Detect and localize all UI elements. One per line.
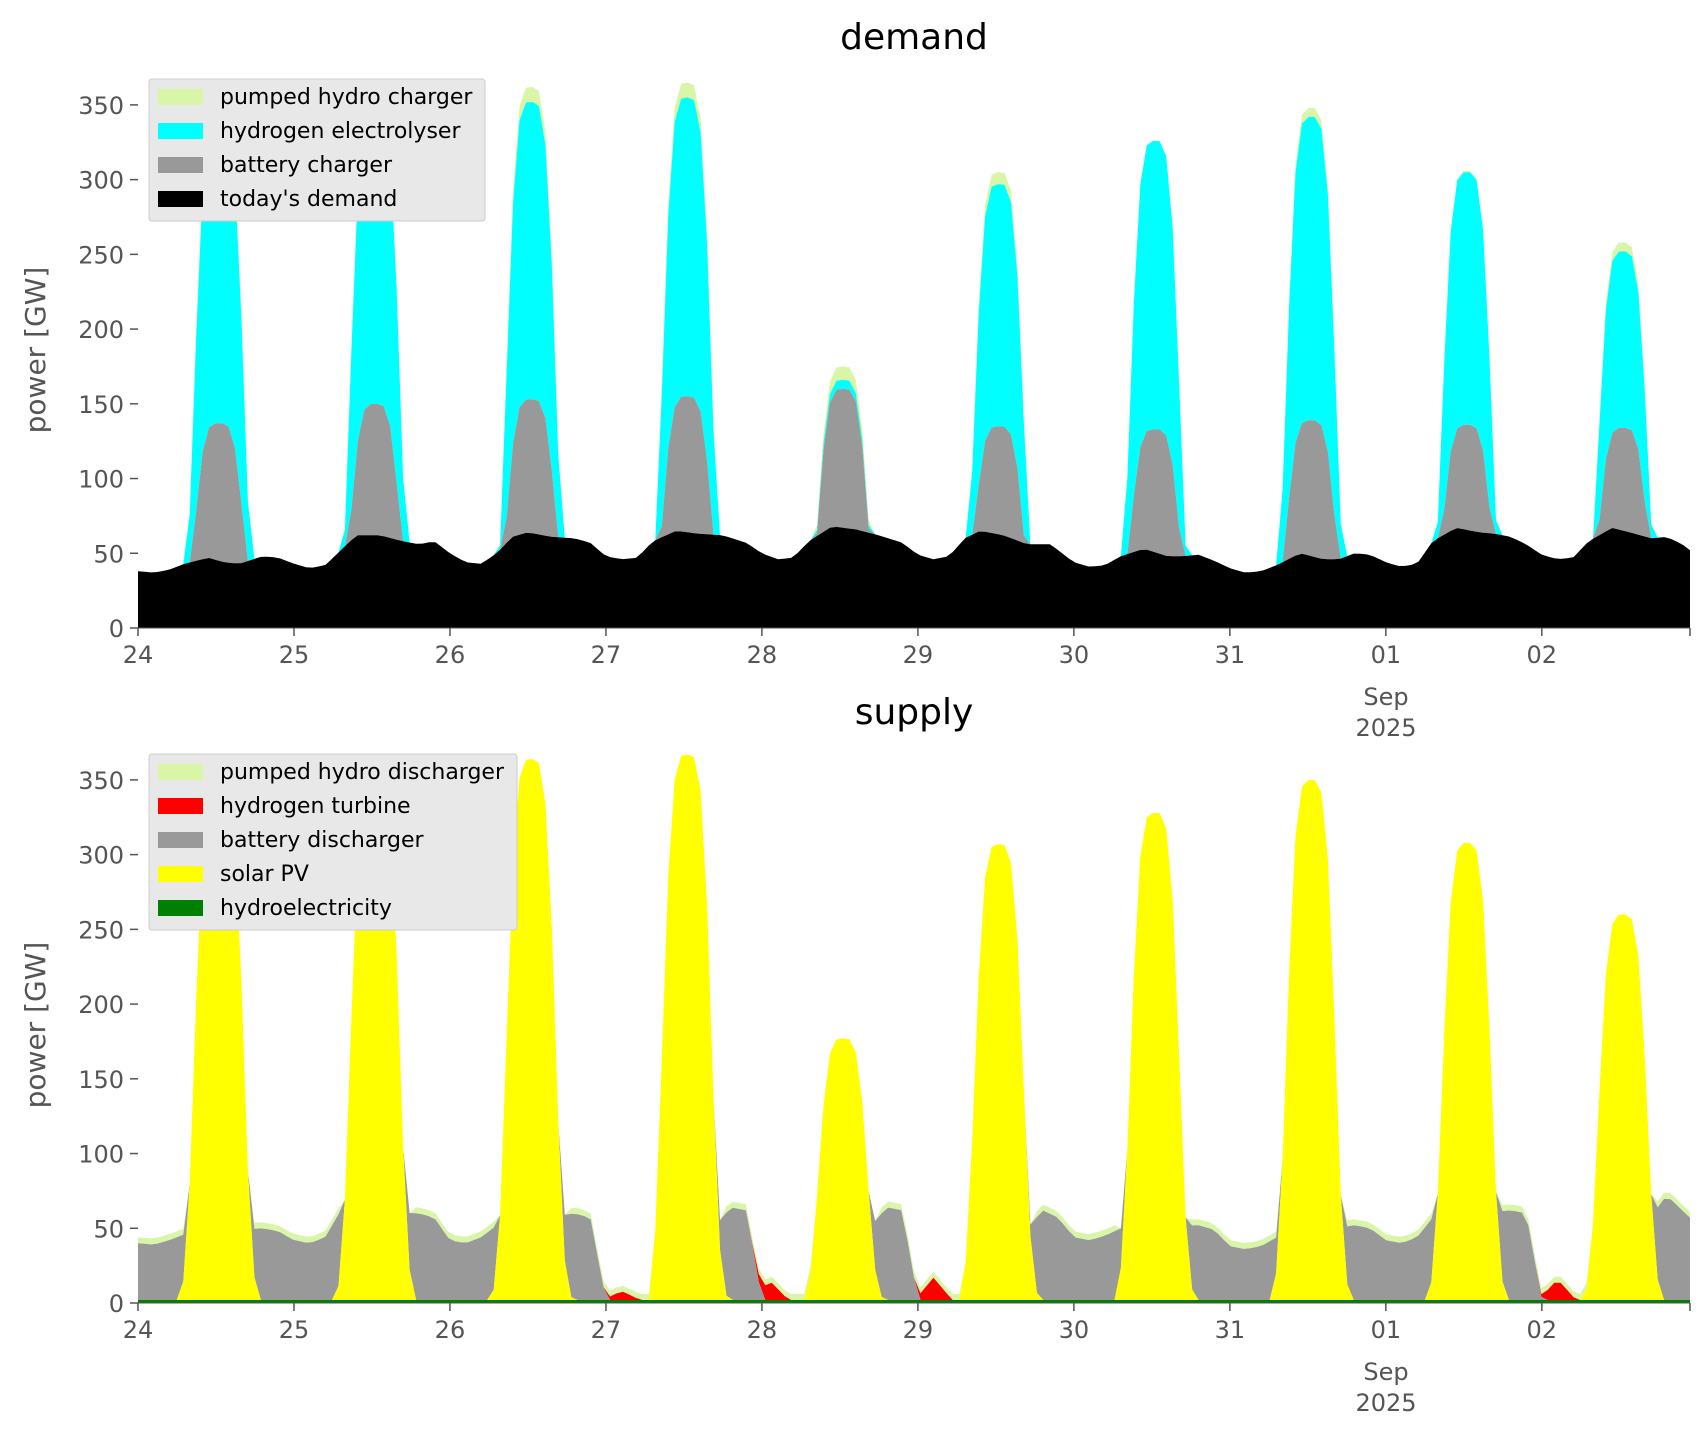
supply-y-tick-label: 350 [78,767,124,795]
supply-y-tick-label: 250 [78,916,124,944]
demand-areas [138,82,1690,628]
demand-y-tick-label: 0 [109,615,124,643]
legend-swatch-hydrogen-electrolyser [158,123,203,139]
battery-discharger-area [138,754,1690,1300]
supply-legend-box [148,753,518,931]
supply-x-tick-label: 29 [903,1316,934,1344]
demand-title: demand [840,17,988,58]
demand-x-sub-label-year: 2025 [1355,714,1416,742]
legend-label-solar-pv: solar PV [220,862,309,887]
demand-x-tick-label: 29 [903,641,934,669]
legend-label-hydrogen-electrolyser: hydrogen electrolyser [220,119,461,144]
demand-y-tick-label: 300 [78,167,124,195]
demand-x-sub-label-month: Sep [1363,683,1408,711]
supply-y-axis: 0 50 100 150 200 250 300 350 [78,767,138,1318]
solar-pv-area [138,754,1690,1300]
todays-demand-area [138,526,1690,628]
demand-x-tick-label: 02 [1527,641,1558,669]
legend-swatch-hydrogen-turbine [158,798,203,814]
demand-x-tick-label: 31 [1215,641,1246,669]
battery-charger-area [138,388,1690,573]
supply-y-tick-label: 150 [78,1066,124,1094]
legend-label-todays-demand: today's demand [220,187,397,212]
supply-areas [138,754,1690,1303]
demand-y-tick-label: 150 [78,391,124,419]
supply-y-axis-label: power [GW] [19,942,52,1109]
supply-y-tick-label: 200 [78,991,124,1019]
demand-x-tick-label: 24 [123,641,154,669]
supply-y-tick-label: 300 [78,842,124,870]
legend-swatch-battery-charger [158,157,203,173]
supply-y-tick-label: 100 [78,1141,124,1169]
demand-y-axis: 0 50 100 150 200 250 300 350 [78,92,138,643]
legend-swatch-battery-discharger [158,832,203,848]
demand-y-tick-label: 250 [78,241,124,269]
supply-y-tick-label: 0 [109,1290,124,1318]
supply-x-tick-label: 24 [123,1316,154,1344]
hydroelectricity-area [138,1300,1690,1303]
demand-x-tick-label: 26 [435,641,466,669]
legend-swatch-todays-demand [158,191,203,207]
demand-x-tick-label: 01 [1371,641,1402,669]
supply-legend: pumped hydro discharger hydrogen turbine… [148,753,518,931]
legend-label-battery-discharger: battery discharger [220,828,425,853]
supply-x-axis: 24 25 26 27 28 29 30 31 01 02 [123,1302,1691,1344]
demand-legend: pumped hydro charger hydrogen electrolys… [148,78,486,222]
supply-x-sub-label-month: Sep [1363,1358,1408,1386]
legend-label-hydroelectricity: hydroelectricity [220,896,392,921]
legend-swatch-pumped-hydro-discharger [158,764,203,780]
supply-x-tick-label: 30 [1059,1316,1090,1344]
supply-x-tick-label: 31 [1215,1316,1246,1344]
supply-x-tick-label: 01 [1371,1316,1402,1344]
legend-label-hydrogen-turbine: hydrogen turbine [220,794,411,819]
supply-x-sub-label-year: 2025 [1355,1389,1416,1417]
demand-x-tick-label: 30 [1059,641,1090,669]
supply-x-tick-label: 26 [435,1316,466,1344]
legend-swatch-pumped-hydro-charger [158,89,203,105]
supply-x-tick-label: 28 [747,1316,778,1344]
supply-y-tick-label: 50 [93,1215,124,1243]
legend-label-pumped-hydro-discharger: pumped hydro discharger [220,760,505,785]
supply-x-tick-label: 02 [1527,1316,1558,1344]
demand-y-tick-label: 50 [93,540,124,568]
demand-x-tick-label: 25 [279,641,310,669]
demand-y-tick-label: 200 [78,316,124,344]
supply-title: supply [855,692,974,733]
legend-label-battery-charger: battery charger [220,153,393,178]
legend-swatch-solar-pv [158,866,203,882]
demand-y-tick-label: 100 [78,466,124,494]
demand-legend-box [148,78,486,222]
supply-x-tick-label: 25 [279,1316,310,1344]
demand-x-axis: 24 25 26 27 28 29 30 31 01 02 [123,627,1691,669]
demand-y-axis-label: power [GW] [19,267,52,434]
legend-swatch-hydroelectricity [158,900,203,916]
demand-x-tick-label: 27 [591,641,622,669]
legend-label-pumped-hydro-charger: pumped hydro charger [220,85,473,110]
demand-y-tick-label: 350 [78,92,124,120]
hydrogen-electrolyser-area [138,97,1690,573]
supply-x-tick-label: 27 [591,1316,622,1344]
demand-x-tick-label: 28 [747,641,778,669]
